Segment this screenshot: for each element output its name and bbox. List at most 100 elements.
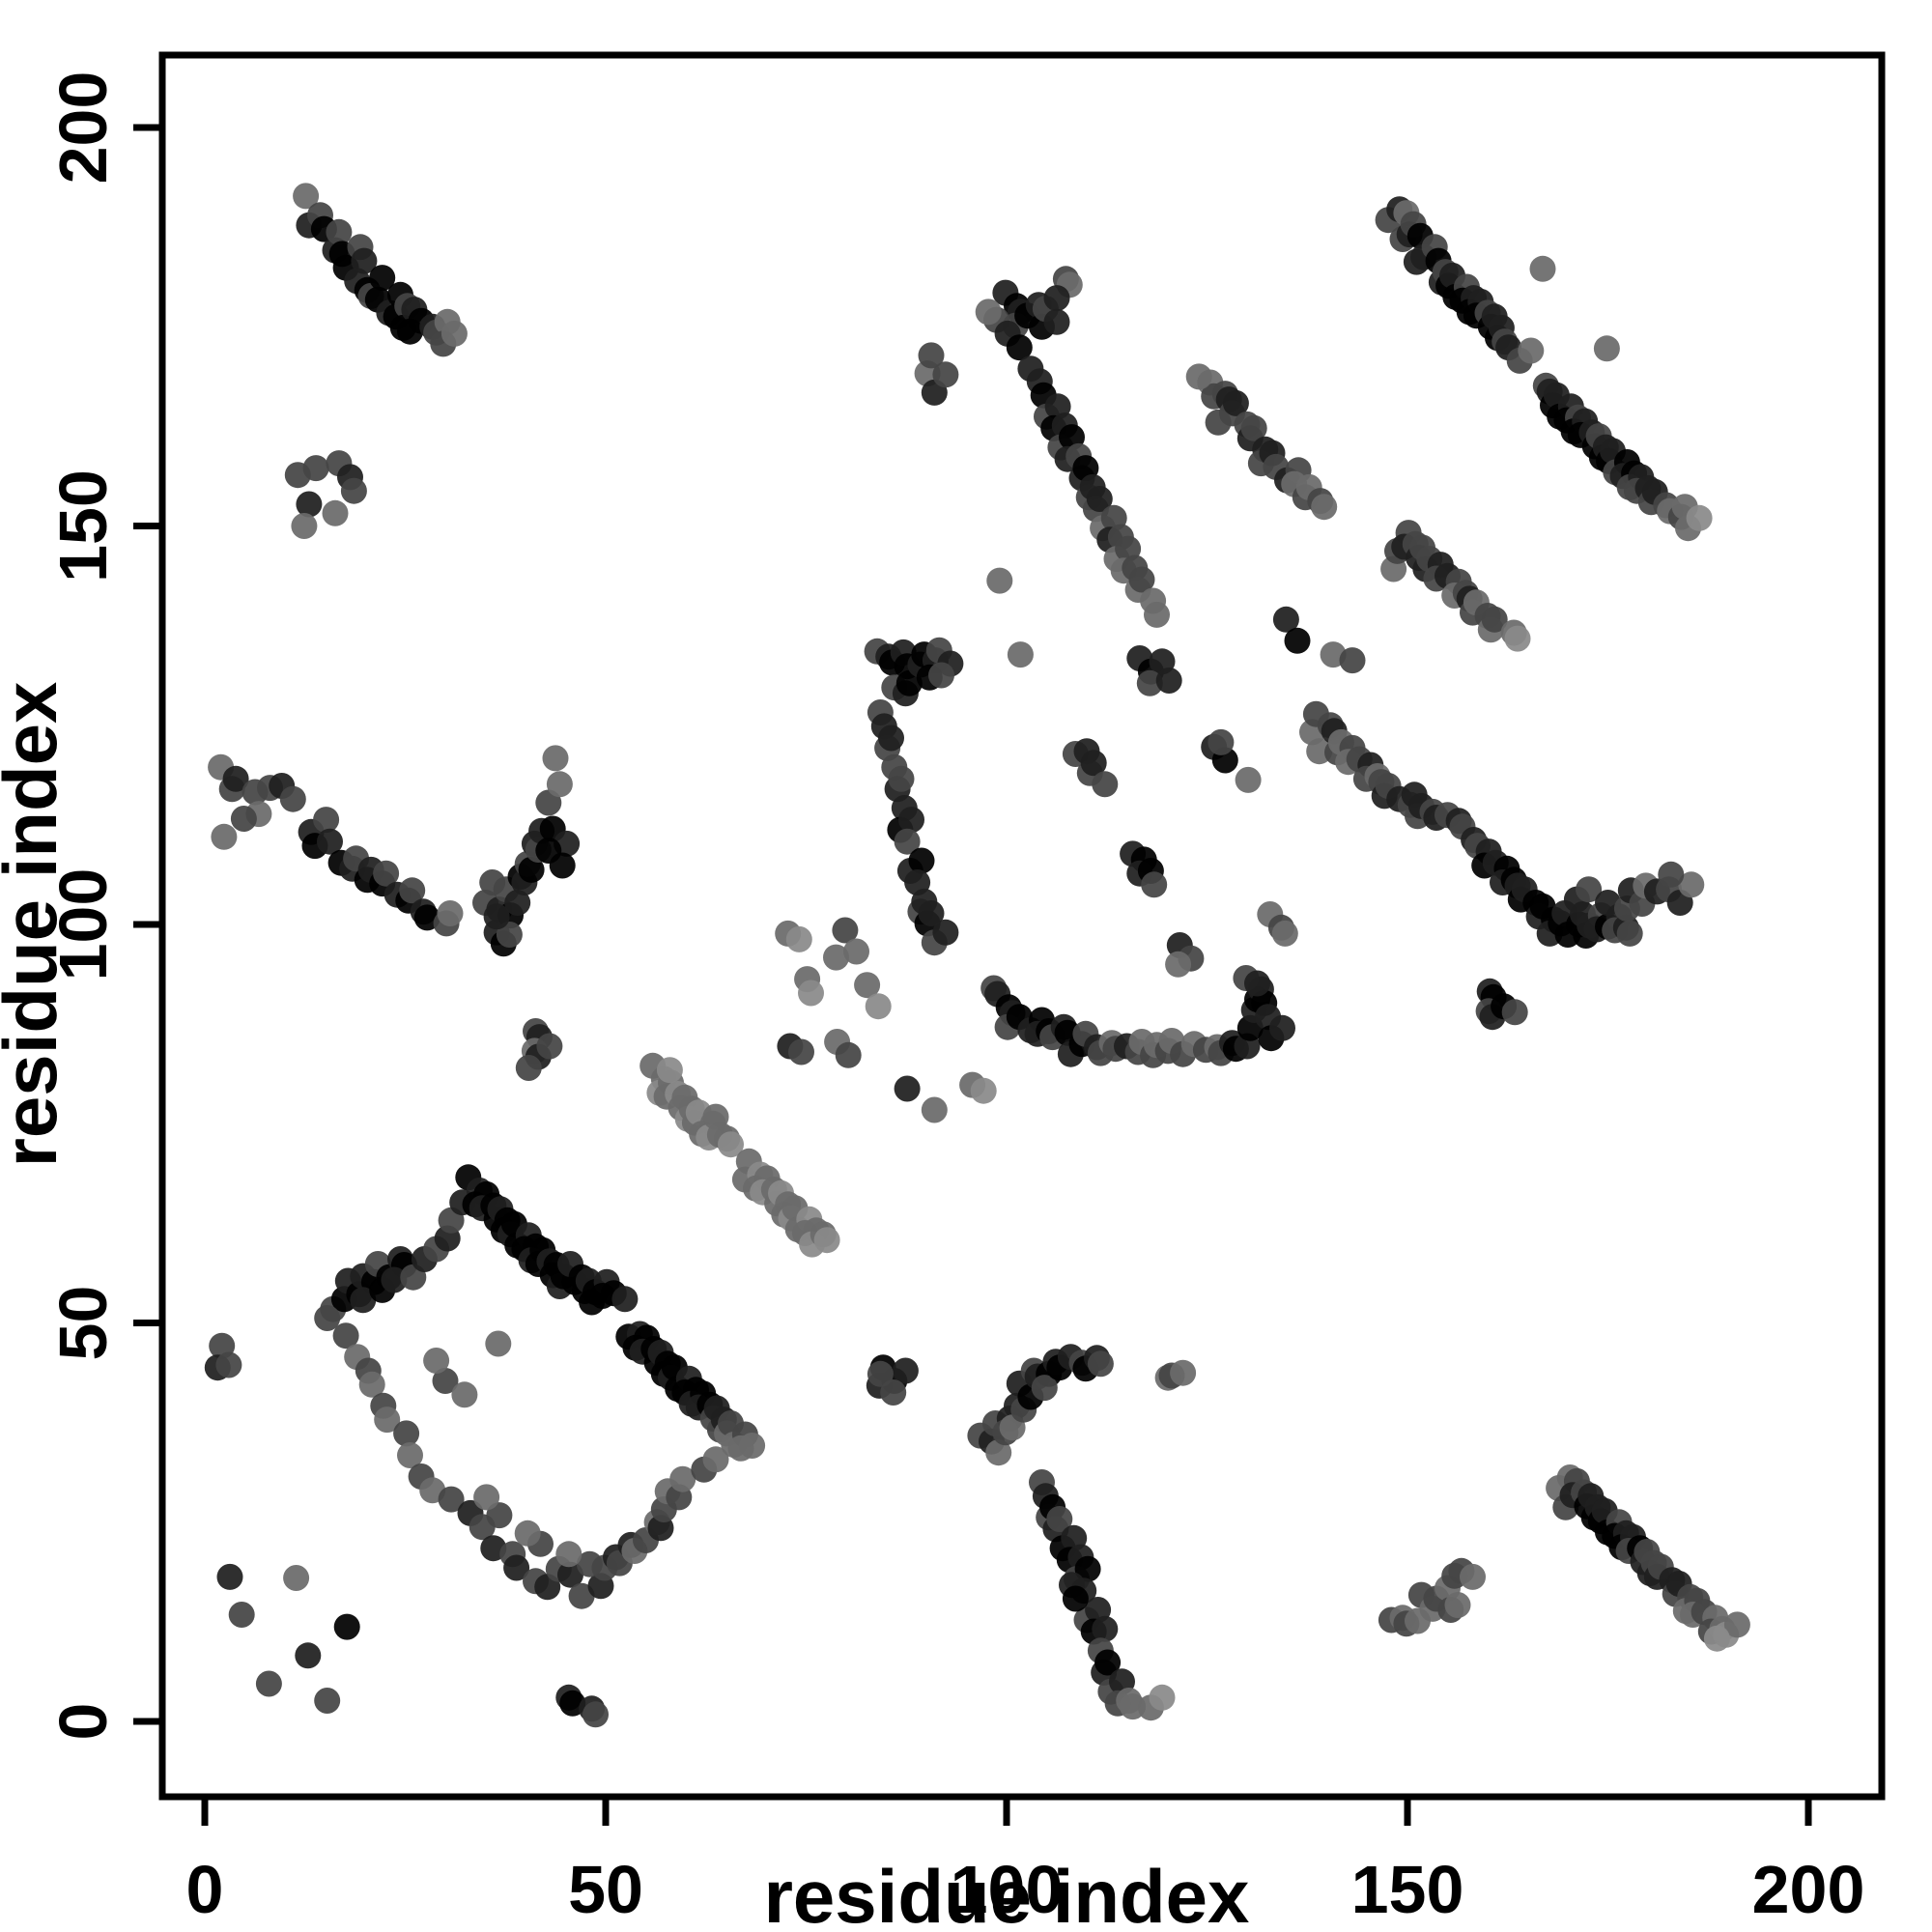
scatter-points-layer [204, 183, 1750, 1728]
data-point [985, 1439, 1012, 1466]
data-point [888, 765, 915, 792]
data-point [975, 298, 1002, 326]
data-point [1007, 641, 1034, 668]
data-point [702, 1446, 729, 1473]
data-point [788, 1038, 814, 1065]
data-point [1235, 766, 1262, 793]
data-point [1170, 1359, 1197, 1386]
data-point [437, 900, 464, 926]
data-point [867, 1360, 894, 1387]
data-point [496, 922, 523, 948]
y-axis-title: residue index [0, 682, 72, 1168]
data-point [1043, 285, 1070, 312]
data-point [535, 838, 562, 864]
data-point [1616, 920, 1643, 947]
data-point [986, 567, 1013, 594]
data-point [1144, 601, 1170, 628]
data-point [397, 1442, 423, 1468]
data-point [878, 724, 904, 752]
data-point [1031, 1375, 1058, 1402]
data-point [393, 1420, 420, 1447]
data-point [1271, 920, 1298, 947]
data-point [1062, 1585, 1089, 1612]
data-point [473, 1484, 500, 1511]
data-point [216, 1563, 243, 1590]
data-point [702, 1103, 729, 1130]
x-axis-title: residue index [764, 1854, 1250, 1932]
data-point [503, 1554, 530, 1581]
y-tick-label: 200 [45, 71, 121, 185]
data-point [1165, 951, 1192, 978]
data-point [296, 491, 323, 518]
data-point [340, 477, 367, 504]
data-point [892, 1357, 919, 1384]
data-point [1046, 1506, 1073, 1532]
data-point [1155, 668, 1182, 694]
data-point [557, 1561, 583, 1588]
data-point [1141, 871, 1168, 898]
x-axis-ticks: 0 50 100 150 200 [186, 1797, 1864, 1927]
data-point [322, 499, 349, 526]
data-point [970, 1077, 997, 1104]
data-point [291, 513, 318, 539]
y-tick-label: 50 [45, 1286, 121, 1361]
data-point [438, 1486, 465, 1513]
data-point [1136, 669, 1163, 696]
data-point [582, 1701, 609, 1728]
data-point [1205, 409, 1232, 436]
data-point [894, 1075, 921, 1102]
plot-frame-layer [158, 51, 1886, 1801]
data-point [211, 823, 238, 850]
data-point [317, 828, 343, 855]
x-tick-label: 150 [1351, 1852, 1464, 1927]
data-point [302, 455, 329, 482]
data-point [1092, 1615, 1119, 1642]
data-point [1272, 606, 1299, 633]
data-point [313, 807, 340, 834]
data-point [293, 183, 320, 210]
data-point [518, 856, 545, 883]
data-point [576, 1550, 603, 1577]
data-point [1043, 308, 1070, 335]
data-point [1703, 1625, 1730, 1652]
data-point [1723, 1611, 1750, 1638]
data-point [854, 972, 881, 999]
data-point [1074, 1555, 1101, 1582]
data-point [546, 771, 573, 798]
x-tick-label: 0 [186, 1852, 224, 1927]
data-point [485, 1330, 512, 1357]
data-point [1128, 566, 1155, 593]
data-point [1092, 771, 1119, 798]
data-point [1460, 1563, 1486, 1590]
data-point [222, 765, 249, 792]
data-point [374, 1406, 401, 1434]
data-point [486, 1502, 513, 1529]
data-point [514, 1520, 541, 1547]
data-point [1518, 337, 1545, 364]
data-point [332, 1322, 359, 1350]
data-point [1444, 1592, 1471, 1618]
data-point [1185, 363, 1212, 390]
data-point [358, 1371, 385, 1398]
data-point [440, 320, 468, 347]
data-point [432, 1368, 459, 1394]
data-point [1284, 627, 1311, 654]
data-point [669, 1465, 696, 1492]
data-point [1311, 494, 1338, 521]
data-point [381, 1266, 408, 1293]
data-point [1504, 625, 1531, 652]
data-point [333, 1613, 360, 1640]
data-point [835, 1041, 862, 1068]
data-point [279, 785, 306, 812]
data-point [656, 1057, 683, 1084]
data-point [932, 361, 959, 388]
data-point [1576, 876, 1603, 903]
data-point [918, 900, 945, 926]
data-point [314, 1688, 341, 1714]
data-point [1686, 504, 1713, 531]
data-point [1339, 647, 1366, 674]
data-point [611, 1286, 639, 1313]
data-point [230, 806, 257, 832]
